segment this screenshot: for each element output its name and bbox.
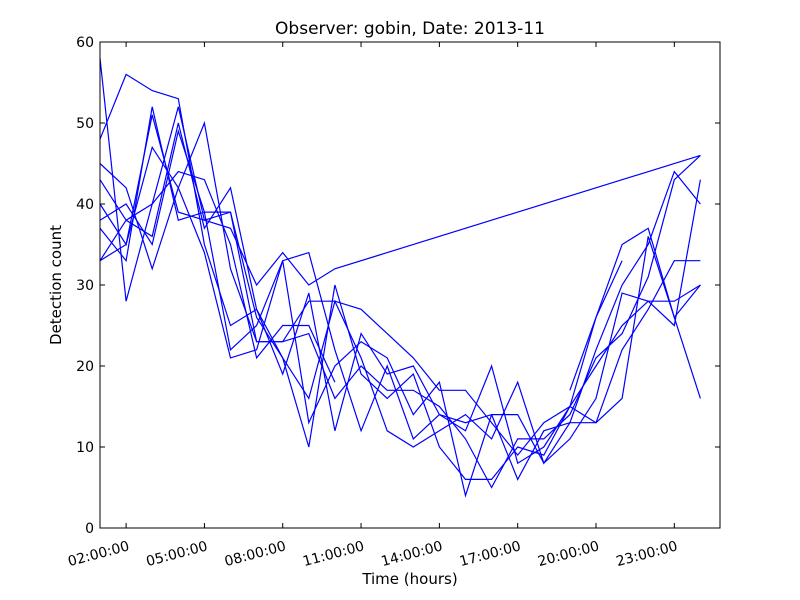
chart-title: Observer: gobin, Date: 2013-11: [275, 19, 545, 39]
series-line-9: [99, 145, 701, 498]
y-tick-label: 30: [76, 278, 94, 294]
x-axis-label: Time (hours): [361, 570, 457, 588]
series-layer: [99, 58, 701, 498]
series-line-1: [99, 58, 701, 465]
plot-frame: [99, 41, 721, 529]
series-line-8: [99, 128, 701, 457]
series-line-10: [569, 260, 623, 391]
y-tick-label: 0: [85, 521, 94, 537]
y-axis-label: Detection count: [47, 225, 65, 345]
y-tick-label: 60: [76, 35, 94, 51]
y-tick-label: 20: [76, 359, 94, 375]
series-line-7: [99, 114, 701, 287]
y-tick-label: 50: [76, 116, 94, 132]
series-line-2: [99, 73, 701, 465]
y-tick-label: 40: [76, 197, 94, 213]
series-line-3: [99, 120, 701, 489]
y-tick-label: 10: [76, 440, 94, 456]
series-line-4: [99, 106, 701, 481]
